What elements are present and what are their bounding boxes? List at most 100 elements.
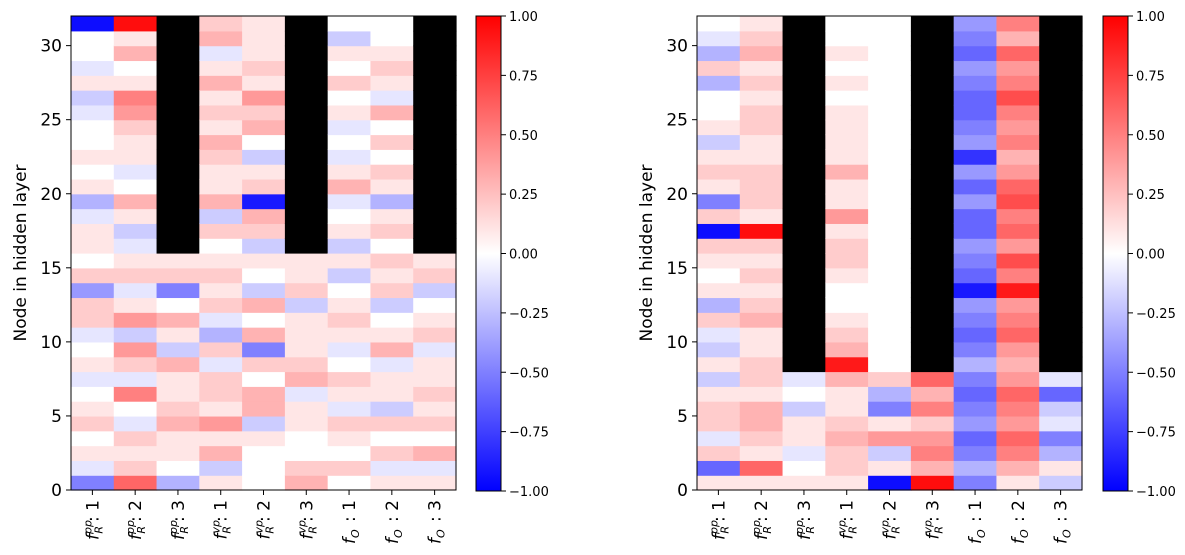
heatmap-cell (739, 401, 784, 417)
heatmap-cell (242, 45, 286, 62)
heatmap-cell (697, 401, 741, 417)
heatmap-cell (1039, 30, 1083, 47)
heatmap-cell (199, 60, 243, 76)
heatmap-cell (71, 253, 115, 269)
colorbar-tick-label: 0.75 (1136, 69, 1165, 84)
heatmap-cell (327, 178, 372, 195)
heatmap-cell (739, 327, 784, 343)
heatmap-cell (327, 208, 372, 224)
heatmap-cell (868, 119, 912, 136)
heatmap-cell (996, 223, 1040, 239)
heatmap-cell (413, 460, 457, 476)
heatmap-cell (370, 223, 414, 239)
heatmap-cell (113, 460, 158, 476)
heatmap-cell (953, 90, 998, 106)
x-tick-label: fvpR: 2 (879, 500, 903, 540)
heatmap-cell (996, 208, 1040, 224)
heatmap-cell (413, 312, 457, 328)
heatmap-cell (413, 119, 457, 136)
x-tick-label: fppR: 2 (124, 500, 148, 540)
heatmap-cell (996, 356, 1040, 373)
heatmap-cell (199, 30, 243, 47)
heatmap-cell (868, 16, 912, 32)
heatmap-cell (996, 30, 1040, 47)
heatmap-cell (1039, 178, 1083, 195)
heatmap-cell (996, 45, 1040, 62)
heatmap-cell (327, 356, 372, 373)
heatmap-cell (953, 327, 998, 343)
heatmap-cell (825, 415, 869, 432)
heatmap-cell (284, 193, 329, 210)
heatmap-cell (953, 223, 998, 239)
heatmap-cell (739, 430, 784, 447)
heatmap-cell (910, 16, 955, 32)
heatmap-cell (782, 312, 826, 328)
heatmap-cell (996, 104, 1040, 121)
y-tick-label: 20 (666, 185, 688, 205)
heatmap-cell (782, 60, 826, 76)
heatmap-cell (910, 430, 955, 447)
heatmap-cell (996, 267, 1040, 284)
heatmap-cell (697, 282, 741, 299)
heatmap-cell (996, 119, 1040, 136)
heatmap-cell (782, 415, 826, 432)
heatmap-panel-left: 0 5 10 15 20 25 30 Node in hidden layer fppR: 1 f… (11, 15, 457, 544)
heatmap-cell (825, 371, 869, 387)
heatmap-cell (910, 208, 955, 224)
heatmap-cell (370, 75, 414, 91)
heatmap-cell (996, 401, 1040, 417)
heatmap-cell (697, 371, 741, 387)
heatmap-cell (782, 119, 826, 136)
heatmap-cell (284, 430, 329, 447)
heatmap-cell (697, 312, 741, 328)
heatmap-cell (113, 149, 158, 165)
heatmap-cell (327, 119, 372, 136)
heatmap-cell (1039, 164, 1083, 180)
heatmap-cell (868, 253, 912, 269)
heatmap-cell (284, 164, 329, 180)
colorbar-tick-label: −0.75 (1136, 426, 1176, 441)
heatmap-cell (156, 75, 200, 91)
colorbar-tick-label: −0.25 (509, 307, 549, 322)
heatmap-cell (156, 327, 200, 343)
heatmap-cell (1039, 401, 1083, 417)
heatmap-cell (953, 460, 998, 476)
heatmap-cell (739, 134, 784, 150)
heatmap-cell (782, 164, 826, 180)
heatmap-cell (739, 60, 784, 76)
heatmap-cell (156, 164, 200, 180)
heatmap-cell (242, 60, 286, 76)
heatmap-cell (156, 30, 200, 47)
heatmap-cell (868, 475, 912, 491)
heatmap-cell (996, 460, 1040, 476)
heatmap-cell (868, 149, 912, 165)
heatmap-cell (156, 90, 200, 106)
heatmap-cell (327, 253, 372, 269)
heatmap-cell (1039, 297, 1083, 313)
heatmap-cell (199, 430, 243, 447)
heatmap-cell (71, 60, 115, 76)
heatmap-cell (71, 75, 115, 91)
x-tick-label: fO : 3 (426, 500, 448, 544)
heatmap-cell (113, 208, 158, 224)
heatmap-cell (370, 238, 414, 254)
heatmap-cell (327, 460, 372, 476)
heatmap-cell (370, 430, 414, 447)
heatmap-cell (413, 149, 457, 165)
heatmap-cell (284, 90, 329, 106)
heatmap-cell (370, 149, 414, 165)
heatmap-cell (868, 75, 912, 91)
heatmap-cell (996, 149, 1040, 165)
heatmap-cell (113, 104, 158, 121)
heatmap-panel-right: 0 5 10 15 20 25 30 Node in hidden layer fppR: 1 f… (637, 15, 1083, 544)
heatmap-cell (113, 475, 158, 491)
heatmap-cell (697, 356, 741, 373)
x-tick-label: fppR: 1 (707, 500, 731, 540)
heatmap-cell (413, 30, 457, 47)
heatmap-cell (71, 415, 115, 432)
heatmap-cell (284, 312, 329, 328)
heatmap-cell (242, 223, 286, 239)
heatmap-cell (697, 193, 741, 210)
heatmap-cell (739, 164, 784, 180)
